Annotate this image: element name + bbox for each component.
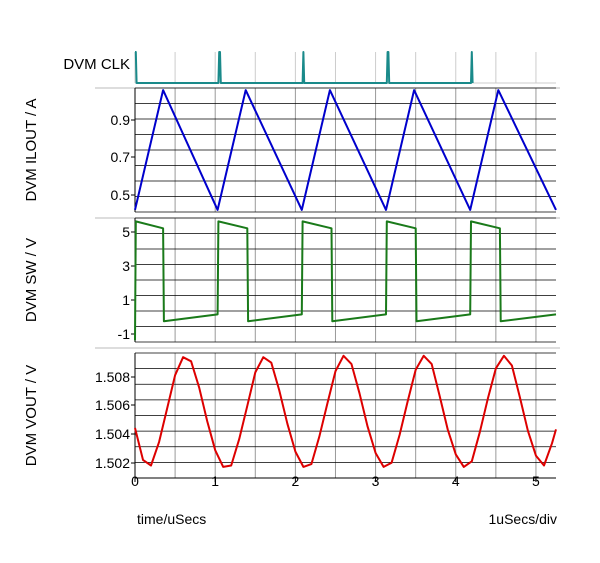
y-tick-label: 5 [122,224,130,240]
x-tick-label: 3 [372,473,380,489]
y-tick-label: 1.508 [95,369,130,385]
series-line-vout [134,354,557,468]
y-axis-label: DVM ILOUT / A [23,98,40,201]
x-tick-label: 4 [452,473,460,489]
y-axis-label: DVM CLK [63,56,130,73]
y-tick-label: 0.9 [111,112,131,128]
series-line-ilout [134,89,557,211]
series-line-sw [134,220,557,341]
x-tick-label: 1 [211,473,219,489]
div-label: 1uSecs/div [489,511,557,527]
y-axis-label: DVM SW / V [23,238,40,322]
y-tick-label: 1.504 [95,426,130,442]
x-tick-label: 2 [291,473,299,489]
series-line-clk [134,51,474,84]
y-tick-label: 1.502 [95,455,130,471]
x-tick-label: 5 [532,473,540,489]
y-tick-label: 1.506 [95,397,130,413]
y-tick-label: 1 [122,292,130,308]
x-axis-label: time/uSecs [137,511,206,527]
y-tick-label: 0.5 [111,187,131,203]
y-axis-label: DVM VOUT / V [23,365,40,466]
y-tick-label: -1 [118,326,131,342]
y-tick-label: 0.7 [111,149,131,165]
y-tick-label: 3 [122,258,130,274]
x-tick-label: 0 [131,473,139,489]
